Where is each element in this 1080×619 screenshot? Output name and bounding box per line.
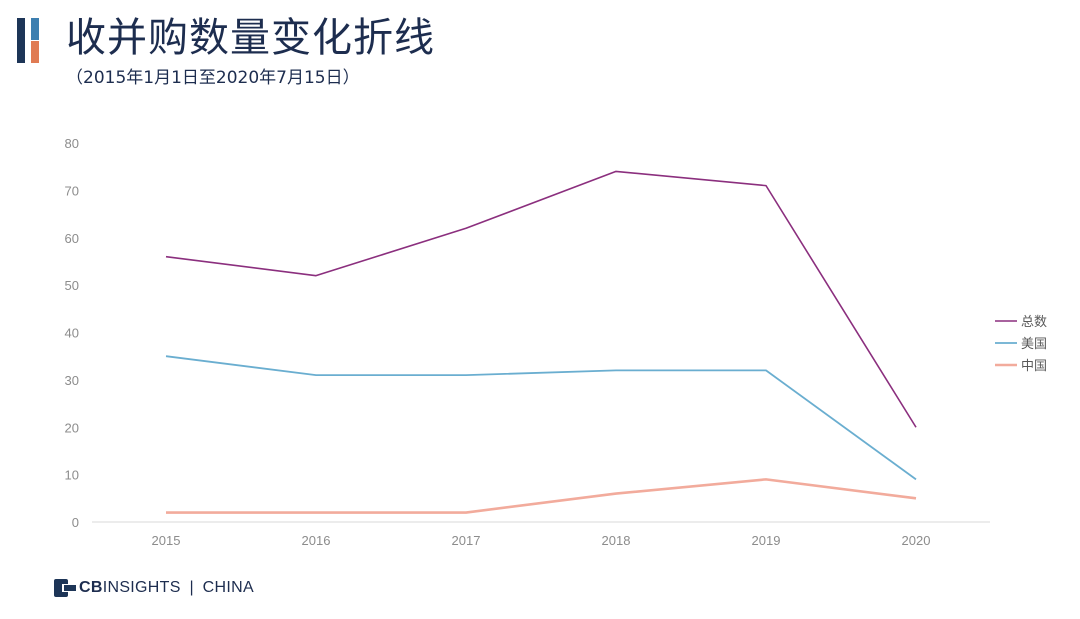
- y-tick-label: 20: [65, 420, 79, 435]
- x-tick-label: 2018: [602, 533, 631, 548]
- page-title: 收并购数量变化折线: [66, 15, 435, 61]
- x-tick-label: 2016: [302, 533, 331, 548]
- x-tick-label: 2015: [152, 533, 181, 548]
- x-tick-label: 2020: [902, 533, 931, 548]
- y-tick-label: 50: [65, 278, 79, 293]
- y-tick-label: 60: [65, 231, 79, 246]
- x-axis-ticks: 2015 2016 2017 2018 2019 2020: [152, 533, 931, 548]
- series-line-0: [165, 170, 917, 428]
- series-lines: [165, 170, 917, 514]
- series-line-1: [165, 355, 917, 481]
- y-tick-label: 40: [65, 326, 79, 341]
- cb-insights-logo: CBINSIGHTS | CHINA: [54, 577, 254, 599]
- logo-brand-light: INSIGHTS: [102, 579, 181, 596]
- legend-label: 中国: [1021, 359, 1047, 374]
- x-tick-label: 2017: [452, 533, 481, 548]
- y-tick-label: 70: [65, 183, 79, 198]
- logo-separator: |: [189, 579, 194, 596]
- legend-label: 美国: [1021, 337, 1047, 352]
- logo-region: CHINA: [202, 579, 254, 596]
- page-subtitle: （2015年1月1日至2020年7月15日）: [66, 68, 360, 88]
- brand-bar-icon: [17, 18, 41, 63]
- legend-label: 总数: [1021, 315, 1047, 330]
- logo-text: CBINSIGHTS | CHINA: [79, 579, 254, 597]
- y-tick-label: 0: [72, 515, 79, 530]
- y-tick-label: 80: [65, 136, 79, 151]
- y-tick-label: 30: [65, 373, 79, 388]
- cb-logo-icon: [54, 579, 76, 597]
- y-tick-label: 10: [65, 468, 79, 483]
- logo-brand-bold: CB: [79, 579, 103, 596]
- x-tick-label: 2019: [752, 533, 781, 548]
- y-axis-ticks: 0 10 20 30 40 50 60 70 80: [65, 136, 79, 530]
- series-line-2: [166, 478, 917, 514]
